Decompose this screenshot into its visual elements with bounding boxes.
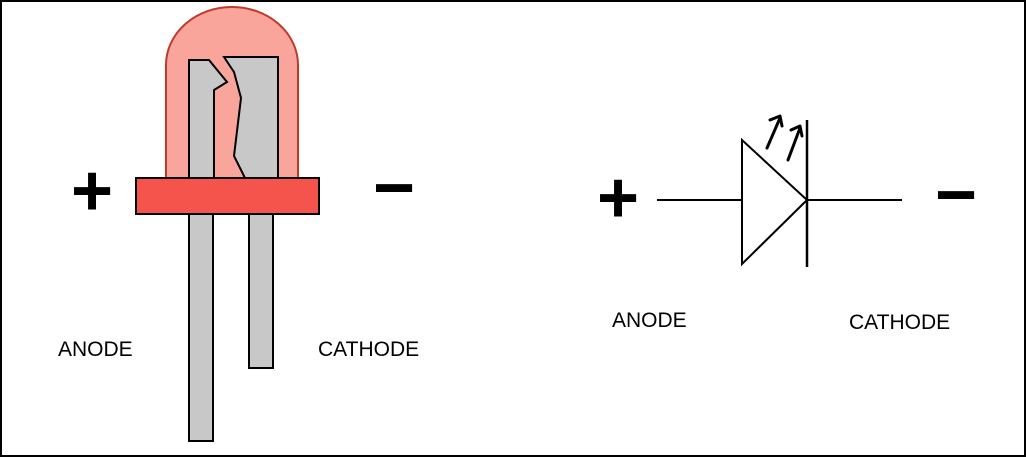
led-minus-sign: −: [373, 148, 415, 228]
anode-lead: [188, 213, 214, 442]
emission-arrow-2: [786, 126, 802, 162]
emission-arrow-1: [765, 116, 782, 150]
led-post: [222, 56, 279, 181]
led-physical-drawing: + − ANODE CATHODE: [58, 6, 419, 442]
schematic-plus-sign: +: [597, 158, 639, 238]
led-plus-sign: +: [71, 151, 113, 231]
led-schematic-symbol: [657, 114, 902, 267]
cathode-lead: [248, 213, 274, 369]
schematic-minus-sign: −: [935, 155, 977, 235]
led-cathode-label: CATHODE: [318, 338, 419, 361]
led-flange: [135, 177, 320, 215]
schematic-anode-label: ANODE: [612, 309, 687, 332]
light-emission-arrows: [765, 114, 804, 162]
schematic-cathode-label: CATHODE: [849, 311, 950, 334]
diode-triangle: [741, 137, 809, 267]
led-anode-label: ANODE: [58, 338, 133, 361]
